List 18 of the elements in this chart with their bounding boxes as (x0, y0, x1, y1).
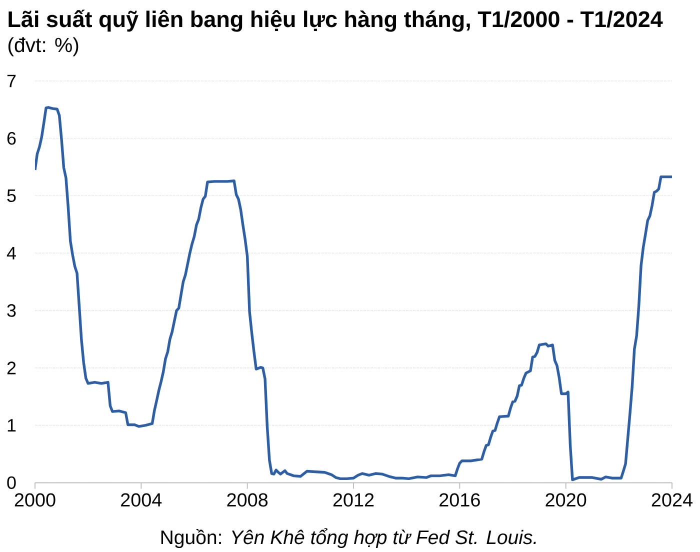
x-tick-label: 2020 (546, 493, 586, 507)
y-tick-label: 2 (7, 362, 16, 374)
x-tick-label: 2008 (227, 493, 268, 507)
x-tick-label: 2004 (121, 493, 162, 507)
x-tick-label: 2012 (333, 493, 374, 507)
y-tick-label: 7 (7, 74, 16, 88)
y-tick-label: 5 (7, 190, 16, 202)
text: Nguồn: Yên Khê tổng hợp từ Fed St. Louis. (161, 528, 536, 548)
y-tick-label: 1 (8, 419, 16, 432)
x-tick-label: 2000 (14, 493, 56, 507)
x-tick-label: 2024 (652, 493, 692, 507)
chart-subtitle: (đvt: %) (8, 37, 78, 56)
chart-title: Lãi suất quỹ liên bang hiệu lực hàng tháng, T1/2000 - T1/2024 (8, 10, 663, 32)
y-tick-label: 6 (7, 132, 16, 145)
y-tick-label: 0 (7, 476, 16, 490)
y-tick-label: 3 (7, 304, 16, 317)
x-tick-label: 2016 (440, 493, 480, 507)
y-tick-label: 4 (6, 246, 16, 260)
